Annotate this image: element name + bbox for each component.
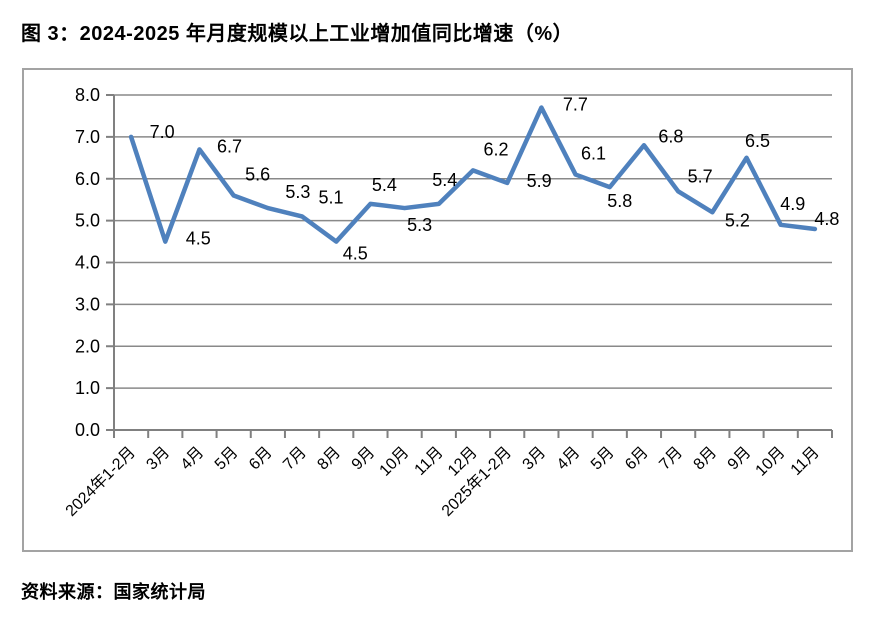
- chart-container: 0.0 1.0 2.0 3.0 4.0 5.0 6.0 7.0 8.0 2024年1-2月 3月 4月…: [22, 68, 853, 552]
- x-tick-label: 5月: [212, 444, 242, 474]
- data-point-label: 6.7: [217, 136, 242, 156]
- data-point-label: 4.5: [186, 229, 211, 249]
- figure-title: 图 3：2024-2025 年月度规模以上工业增加值同比增速（%）: [21, 23, 574, 45]
- data-point-label: 6.5: [745, 131, 770, 151]
- y-tick-label: 5.0: [75, 211, 100, 231]
- data-point-label: 5.6: [245, 165, 270, 185]
- data-point-label: 6.2: [483, 139, 508, 159]
- data-point-label: 6.8: [658, 126, 683, 146]
- y-tick-label: 6.0: [75, 169, 100, 189]
- y-tick-label: 1.0: [75, 378, 100, 398]
- x-tick-label: 3月: [520, 444, 550, 474]
- x-tick-label: 11月: [788, 444, 823, 479]
- data-point-label: 6.1: [581, 144, 606, 164]
- data-point-label: 5.3: [407, 215, 432, 235]
- x-tick-label: 8月: [691, 444, 721, 474]
- x-tick-label: 11月: [412, 444, 447, 479]
- data-point-label: 4.5: [343, 244, 368, 264]
- data-point-label: 5.4: [432, 170, 457, 190]
- x-tick-label: 5月: [588, 444, 618, 474]
- data-point-label: 4.8: [814, 209, 839, 229]
- data-point-label: 5.2: [725, 210, 750, 230]
- x-tick-label: 8月: [314, 444, 344, 474]
- data-point-label: 5.1: [319, 187, 344, 207]
- y-tick-label: 3.0: [75, 294, 100, 314]
- x-tick-label: 9月: [725, 444, 755, 474]
- x-tick-label: 4月: [178, 444, 208, 474]
- y-tick-label: 4.0: [75, 253, 100, 273]
- x-tick-label: 9月: [349, 444, 379, 474]
- y-tick-label: 7.0: [75, 127, 100, 147]
- x-tick-label: 10月: [753, 444, 789, 480]
- data-point-label: 7.0: [150, 122, 175, 142]
- data-point-label: 5.7: [688, 166, 713, 186]
- data-point-label: 4.9: [780, 194, 805, 214]
- x-tick-label: 3月: [143, 444, 173, 474]
- data-point-label: 5.8: [607, 191, 632, 211]
- x-tick-label: 10月: [377, 444, 413, 480]
- y-tick-label: 8.0: [75, 85, 100, 105]
- y-tick-label: 0.0: [75, 420, 100, 440]
- series-line: [128, 105, 818, 244]
- data-point-label: 5.9: [527, 171, 552, 191]
- x-tick-label: 6月: [246, 444, 276, 474]
- data-point-label: 5.3: [285, 182, 310, 202]
- x-tick-label: 4月: [554, 444, 584, 474]
- x-tick-label: 7月: [280, 444, 310, 474]
- data-point-label: 7.7: [563, 95, 588, 115]
- source-note: 资料来源：国家统计局: [21, 582, 206, 602]
- x-tick-label: 6月: [622, 444, 652, 474]
- y-tick-label: 2.0: [75, 336, 100, 356]
- x-tick-label: 7月: [656, 444, 686, 474]
- x-tick-label: 2024年1-2月: [62, 443, 139, 520]
- data-point-label: 5.4: [372, 175, 397, 195]
